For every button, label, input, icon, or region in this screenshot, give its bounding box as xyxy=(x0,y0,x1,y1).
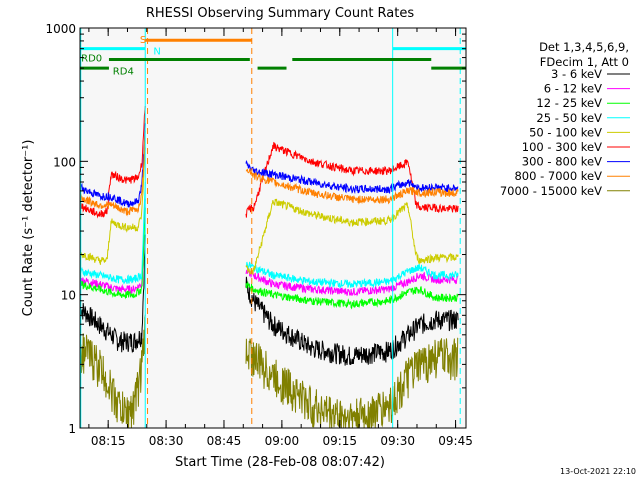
legend-entry-label: 800 - 7000 keV xyxy=(514,169,602,183)
status-label-rd0: RD0 xyxy=(81,54,102,65)
y-tick-label: 10 xyxy=(61,289,76,303)
series-line-seg2 xyxy=(245,198,459,275)
legend-entry-label: 25 - 50 keV xyxy=(536,111,602,125)
series-100-300-keV xyxy=(79,105,459,219)
series-line-seg1 xyxy=(79,181,146,285)
series-50-100-keV xyxy=(79,147,459,275)
plot-area: SN RD0 RD4 xyxy=(79,28,466,429)
legend-entry-label: 50 - 100 keV xyxy=(529,125,602,139)
x-tick-label: 09:45 xyxy=(438,434,473,448)
series-line-seg1 xyxy=(79,234,146,354)
legend-entry-label: 7000 - 15000 keV xyxy=(500,184,602,198)
series-12-25-keV xyxy=(79,207,459,310)
plot-frame xyxy=(79,27,467,429)
status-label-n: N xyxy=(153,46,160,57)
series-6-12-keV xyxy=(79,198,459,297)
legend-entry-label: 3 - 6 keV xyxy=(551,67,602,81)
y-tick-label: 1 xyxy=(68,422,76,436)
series-7000-15000-keV xyxy=(79,314,459,429)
series-line-seg2 xyxy=(245,267,459,297)
series-25-50-keV xyxy=(79,181,459,289)
legend-header: FDecim 1, Att 0 xyxy=(540,55,629,69)
legend-header: Det 1,3,4,5,6,9, xyxy=(539,40,629,54)
x-tick-label: 09:30 xyxy=(380,434,415,448)
series-line-seg1 xyxy=(79,198,146,295)
x-tick-label: 08:45 xyxy=(207,434,242,448)
x-tick-label: 09:15 xyxy=(322,434,357,448)
series-line-seg1 xyxy=(79,314,146,429)
legend-entry-label: 12 - 25 keV xyxy=(536,96,602,110)
series-line-seg2 xyxy=(245,261,459,289)
series-3-6-keV xyxy=(79,234,459,366)
series-line-seg1 xyxy=(79,123,146,208)
axes: 1 10 100 1000 08:15 08:30 08:45 09:00 09:15 09:30… xyxy=(45,22,472,448)
status-label-s: S xyxy=(140,35,146,46)
series-line-seg1 xyxy=(79,147,146,265)
legend: Det 1,3,4,5,6,9,FDecim 1, Att 03 - 6 keV… xyxy=(500,40,630,198)
series-line-seg2 xyxy=(245,168,459,205)
x-tick-label: 08:30 xyxy=(149,434,184,448)
x-tick-label: 09:00 xyxy=(265,434,300,448)
series-line-seg2 xyxy=(245,281,459,310)
series-800-7000-keV xyxy=(79,130,459,217)
legend-entry-label: 100 - 300 keV xyxy=(522,140,602,154)
y-axis-label: Count Rate (s⁻¹ detector⁻¹) xyxy=(21,140,36,317)
status-label-rd4: RD4 xyxy=(113,67,134,78)
x-tick-label: 08:15 xyxy=(91,434,126,448)
x-axis-label: Start Time (28-Feb-08 08:07:42) xyxy=(175,455,385,470)
series-line-seg1 xyxy=(79,207,146,300)
series-line-seg1 xyxy=(79,105,146,219)
series-line-seg1 xyxy=(79,130,146,217)
series-line-seg2 xyxy=(245,141,459,218)
chart-title: RHESSI Observing Summary Count Rates xyxy=(146,6,415,21)
y-tick-label: 1000 xyxy=(45,22,76,36)
series-line-seg2 xyxy=(245,337,459,429)
series-300-800-keV xyxy=(79,123,459,208)
legend-entry-label: 300 - 800 keV xyxy=(522,155,602,169)
timestamp: 13-Oct-2021 22:10 xyxy=(560,467,636,476)
legend-entry-label: 6 - 12 keV xyxy=(544,82,602,96)
series-line-seg2 xyxy=(245,276,459,366)
y-tick-label: 100 xyxy=(53,155,76,169)
series-line-seg2 xyxy=(245,160,459,195)
